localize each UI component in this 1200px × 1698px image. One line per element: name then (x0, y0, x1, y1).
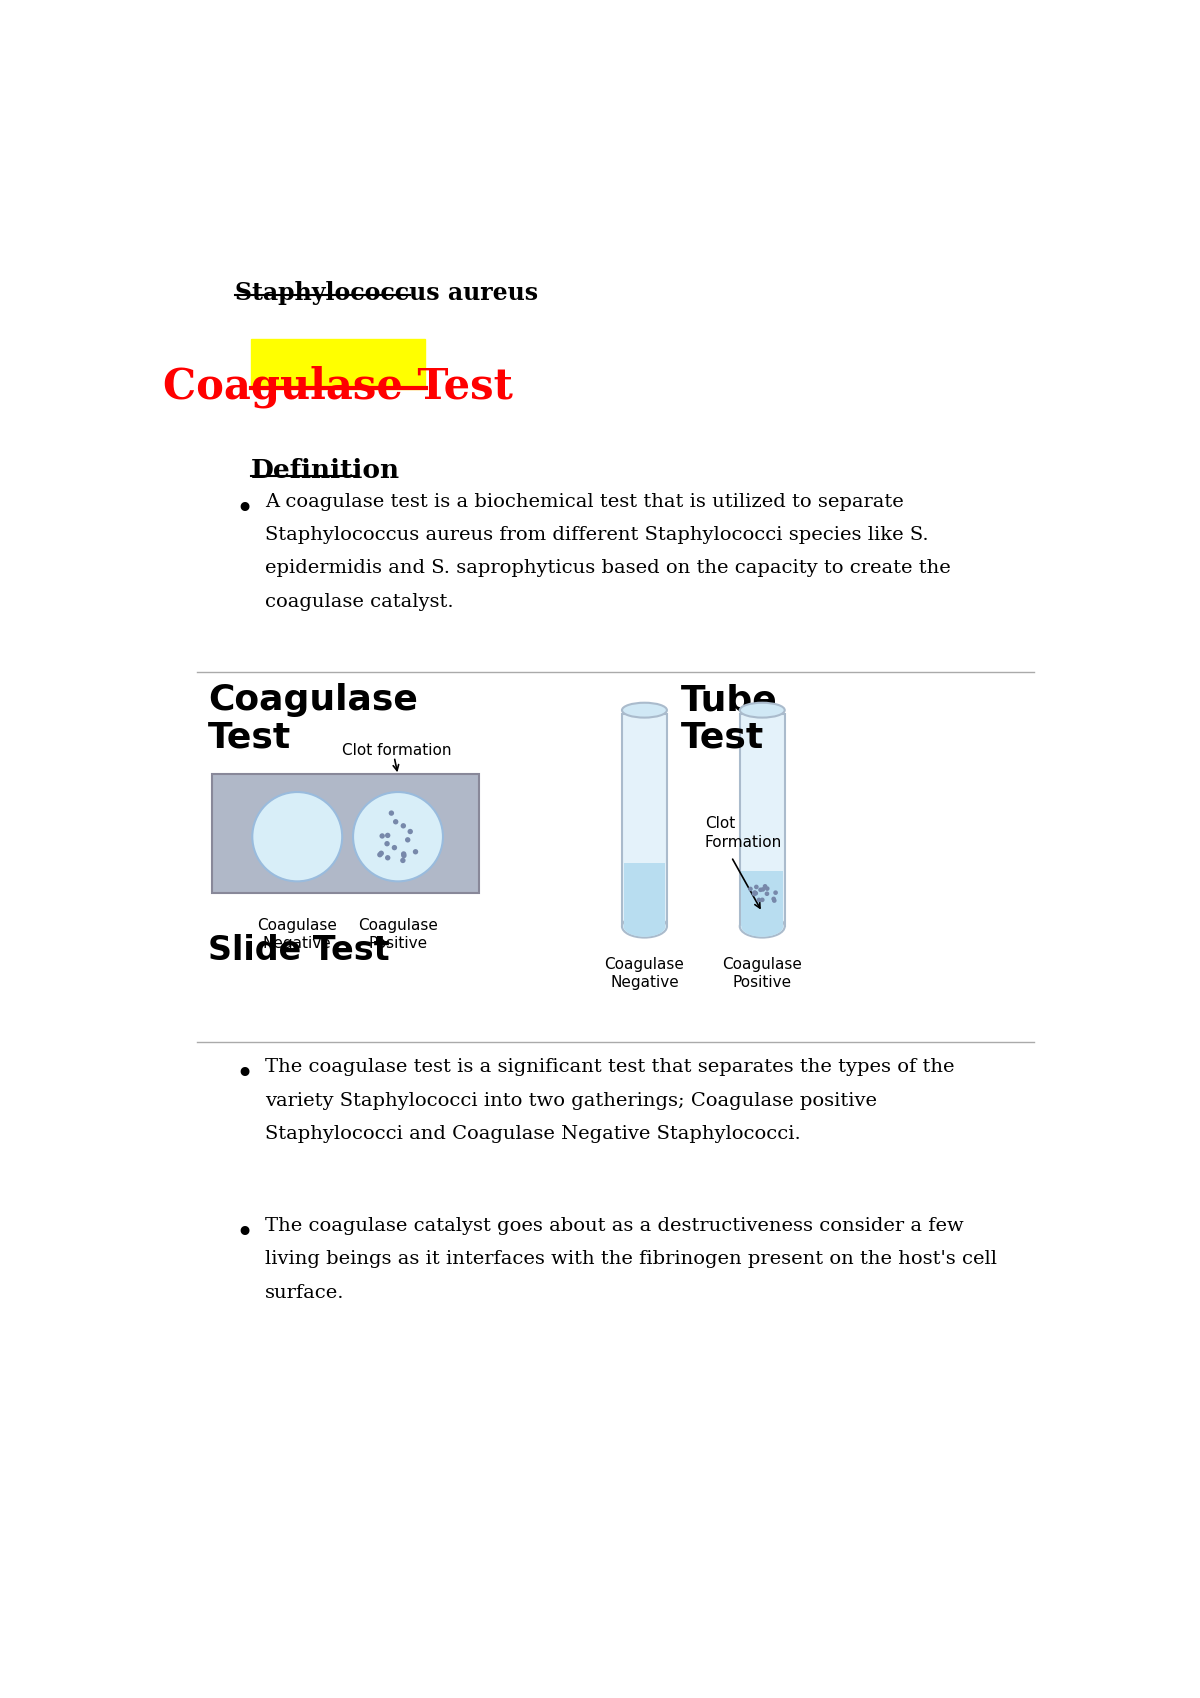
Circle shape (389, 810, 394, 815)
Ellipse shape (622, 915, 667, 937)
Text: Clot
Formation: Clot Formation (704, 817, 782, 849)
Circle shape (392, 818, 398, 825)
Circle shape (748, 886, 752, 891)
Circle shape (764, 891, 769, 897)
Text: Slide Test: Slide Test (208, 934, 390, 966)
Ellipse shape (622, 703, 667, 718)
Circle shape (391, 846, 397, 851)
Circle shape (760, 898, 764, 902)
Circle shape (377, 852, 383, 857)
Circle shape (385, 832, 390, 839)
Ellipse shape (624, 915, 665, 937)
Text: Definition: Definition (251, 458, 400, 482)
Circle shape (413, 849, 419, 854)
Circle shape (757, 898, 761, 902)
Circle shape (751, 891, 756, 897)
Text: The coagulase catalyst goes about as a destructiveness consider a few
living bei: The coagulase catalyst goes about as a d… (265, 1217, 997, 1302)
Text: Coagulase
Test: Coagulase Test (208, 684, 418, 754)
Bar (624, 863, 665, 927)
Text: Staphylococcus aureus: Staphylococcus aureus (235, 280, 539, 304)
Circle shape (764, 886, 769, 891)
Ellipse shape (739, 915, 785, 937)
Text: Tube
Test: Tube Test (680, 684, 778, 754)
Circle shape (252, 791, 342, 881)
Circle shape (754, 891, 758, 895)
Circle shape (752, 890, 757, 895)
Circle shape (752, 891, 756, 897)
Ellipse shape (742, 915, 784, 937)
Text: The coagulase test is a significant test that separates the types of the
variety: The coagulase test is a significant test… (265, 1058, 954, 1143)
Text: A coagulase test is a biochemical test that is utilized to separate
Staphylococc: A coagulase test is a biochemical test t… (265, 492, 950, 611)
Circle shape (385, 856, 390, 861)
Circle shape (772, 898, 776, 903)
Text: Coagulase
Positive: Coagulase Positive (722, 956, 802, 990)
Circle shape (772, 897, 776, 902)
Circle shape (384, 841, 390, 846)
Circle shape (758, 888, 763, 891)
Circle shape (761, 886, 766, 891)
Circle shape (754, 885, 758, 890)
Text: •: • (235, 1060, 253, 1088)
Text: Coagulase Test: Coagulase Test (163, 365, 514, 408)
Bar (742, 871, 784, 927)
Text: Coagulase
Negative: Coagulase Negative (605, 956, 684, 990)
Text: Clot formation: Clot formation (342, 742, 451, 757)
Circle shape (401, 824, 406, 829)
Circle shape (404, 837, 410, 842)
Circle shape (401, 852, 407, 857)
Text: •: • (235, 494, 253, 523)
Circle shape (379, 834, 385, 839)
Circle shape (378, 851, 384, 856)
Circle shape (773, 890, 778, 895)
Circle shape (408, 829, 413, 834)
Circle shape (400, 857, 406, 863)
Bar (622, 713, 667, 927)
Text: Coagulase
Negative: Coagulase Negative (257, 917, 337, 951)
Bar (739, 713, 785, 927)
Bar (212, 774, 479, 893)
Text: •: • (235, 1219, 253, 1248)
Circle shape (763, 885, 767, 888)
Circle shape (353, 791, 443, 881)
FancyBboxPatch shape (251, 338, 425, 389)
Ellipse shape (739, 703, 785, 718)
Text: Coagulase
Positive: Coagulase Positive (358, 917, 438, 951)
Circle shape (401, 851, 407, 857)
